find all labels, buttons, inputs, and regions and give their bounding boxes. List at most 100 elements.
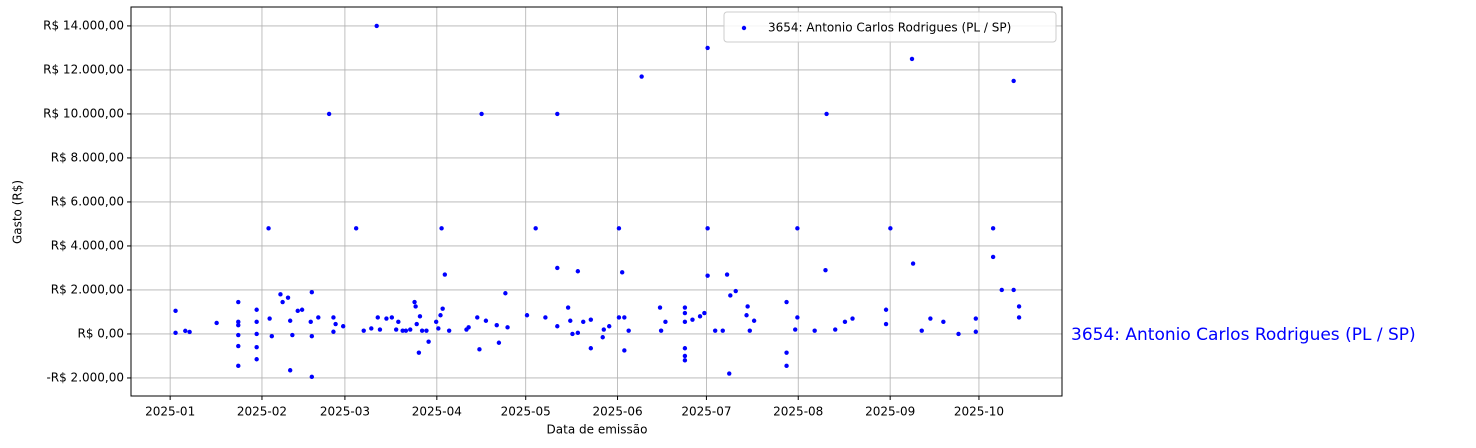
point <box>331 329 336 334</box>
point <box>543 315 548 320</box>
point <box>626 328 631 333</box>
legend-label: 3654: Antonio Carlos Rodrigues (PL / SP) <box>768 21 1011 35</box>
point <box>588 317 594 322</box>
point <box>690 317 695 322</box>
point <box>403 328 409 333</box>
point <box>424 328 429 333</box>
point <box>408 327 413 332</box>
point <box>479 111 484 117</box>
point <box>928 316 933 321</box>
point <box>236 343 241 349</box>
point <box>705 45 710 51</box>
point <box>697 314 703 319</box>
legend-marker <box>741 25 747 31</box>
point <box>990 254 996 260</box>
point <box>236 322 241 328</box>
point <box>340 324 346 329</box>
point <box>333 321 338 327</box>
point <box>285 295 291 300</box>
point <box>712 328 718 333</box>
point <box>331 315 336 320</box>
point <box>751 318 757 323</box>
point <box>503 291 508 296</box>
x-tick-label: 2025-03 <box>320 405 370 419</box>
point <box>400 328 405 333</box>
point <box>426 339 431 344</box>
point <box>883 321 889 327</box>
point <box>575 269 581 274</box>
point <box>682 346 688 351</box>
point <box>316 315 321 320</box>
point <box>1011 287 1016 293</box>
point <box>888 226 893 231</box>
point <box>369 326 374 331</box>
y-tick-label: R$ 8.000,00 <box>51 150 124 164</box>
point <box>287 368 293 373</box>
point <box>483 318 489 323</box>
point <box>956 331 961 337</box>
point <box>720 328 725 333</box>
point <box>413 304 418 309</box>
point <box>705 273 710 278</box>
point <box>682 319 688 325</box>
point <box>1016 315 1022 320</box>
point <box>505 325 510 330</box>
point <box>496 340 502 345</box>
x-tick-label: 2025-06 <box>592 405 642 419</box>
point <box>658 328 664 333</box>
y-tick-label: R$ 2.000,00 <box>51 282 124 296</box>
point <box>417 314 423 319</box>
point <box>850 316 855 321</box>
point <box>533 226 538 231</box>
point <box>682 358 688 363</box>
point <box>524 313 530 318</box>
point <box>353 226 359 231</box>
x-tick-label: 2025-09 <box>865 405 915 419</box>
point <box>236 299 241 305</box>
point <box>375 315 380 320</box>
x-tick-label: 2025-02 <box>237 405 287 419</box>
point <box>326 111 332 117</box>
point <box>309 289 315 295</box>
point <box>728 293 733 298</box>
y-tick-label: R$ 10.000,00 <box>43 106 124 120</box>
point <box>555 324 560 329</box>
point <box>278 292 283 297</box>
point <box>187 329 192 335</box>
point <box>570 331 575 337</box>
point <box>823 267 828 273</box>
x-tick-label: 2025-07 <box>681 405 731 419</box>
point <box>419 328 425 333</box>
legend-box <box>723 11 1057 43</box>
x-tick-label: 2025-05 <box>501 405 551 419</box>
point <box>581 319 586 325</box>
point <box>393 327 399 332</box>
point <box>616 315 622 320</box>
point <box>267 316 272 321</box>
point <box>477 347 482 352</box>
point <box>812 328 817 333</box>
point <box>440 306 445 311</box>
series-annotation: 3654: Antonio Carlos Rodrigues (PL / SP) <box>1071 325 1416 345</box>
point <box>795 315 800 320</box>
point <box>494 322 499 328</box>
point <box>287 318 293 323</box>
point <box>682 353 688 359</box>
point <box>1011 78 1016 84</box>
point <box>588 346 594 351</box>
point <box>744 313 749 318</box>
point <box>682 310 688 316</box>
x-axis-label: Data de emissão <box>547 423 648 437</box>
point <box>416 350 422 355</box>
point <box>619 270 625 275</box>
point <box>784 350 789 355</box>
point <box>555 265 560 271</box>
point <box>973 329 979 334</box>
point <box>999 287 1004 293</box>
point <box>733 288 738 294</box>
y-tick-label: R$ 14.000,00 <box>43 18 124 32</box>
point <box>266 226 271 231</box>
point <box>446 328 452 333</box>
point <box>374 23 379 29</box>
point <box>466 325 471 330</box>
